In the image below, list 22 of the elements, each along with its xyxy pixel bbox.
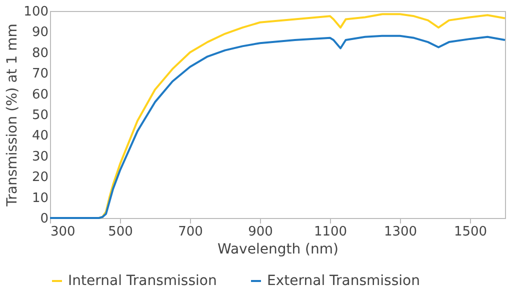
y-tick-label: 50 bbox=[32, 108, 48, 123]
x-tick-label: 500 bbox=[108, 224, 133, 240]
x-tick-label: 1300 bbox=[384, 224, 418, 240]
y-tick-label: 30 bbox=[32, 149, 48, 164]
y-tick-label: 90 bbox=[32, 25, 48, 40]
x-tick-label: 900 bbox=[248, 224, 273, 240]
y-tick-label: 70 bbox=[32, 66, 48, 82]
x-tick-label: 700 bbox=[178, 224, 203, 240]
y-tick-label: 20 bbox=[32, 170, 48, 186]
y-tick-label: 100 bbox=[24, 4, 48, 20]
y-tick-label: 60 bbox=[32, 87, 48, 102]
x-axis-title: Wavelength (nm) bbox=[218, 242, 338, 258]
legend-label: External Transmission bbox=[267, 273, 420, 289]
y-tick-label: 10 bbox=[32, 190, 48, 206]
x-tick-label: 1100 bbox=[314, 224, 348, 240]
y-axis-title: Transmission (%) at 1 mm bbox=[4, 24, 21, 208]
x-tick-label: 1500 bbox=[454, 224, 488, 240]
y-tick-label: 40 bbox=[32, 128, 48, 144]
legend-label: Internal Transmission bbox=[68, 273, 217, 289]
y-tick-label: 80 bbox=[32, 46, 48, 61]
x-tick-label: 300 bbox=[50, 224, 76, 240]
y-tick-label: 0 bbox=[40, 212, 48, 226]
